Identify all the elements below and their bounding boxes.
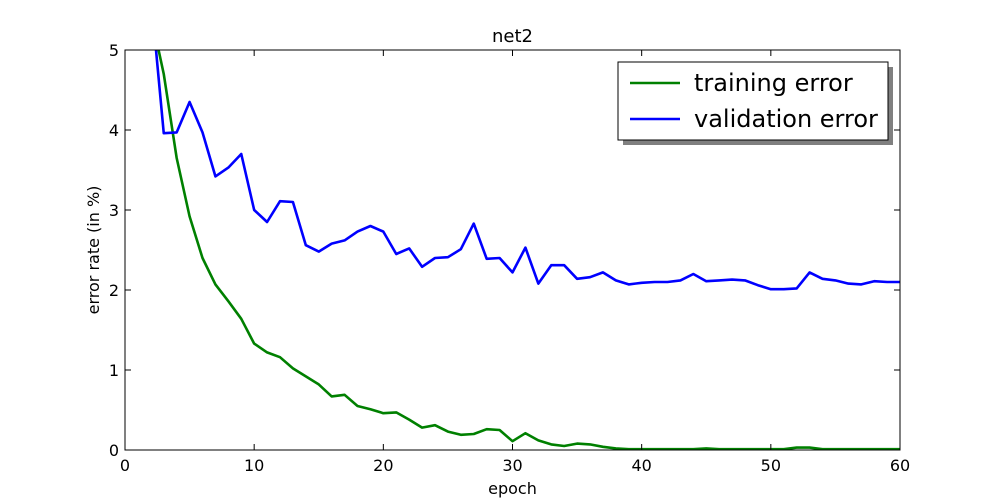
y-tick-label: 0 bbox=[109, 441, 119, 460]
x-axis-label: epoch bbox=[488, 479, 537, 498]
y-tick-label: 3 bbox=[109, 201, 119, 220]
y-tick-label: 5 bbox=[109, 41, 119, 60]
legend: training error validation error bbox=[617, 61, 893, 145]
x-axis: 0 10 20 30 40 50 60 bbox=[120, 50, 910, 475]
x-tick-label: 20 bbox=[373, 456, 393, 475]
y-tick-label: 1 bbox=[109, 361, 119, 380]
x-tick-label: 60 bbox=[890, 456, 910, 475]
x-tick-label: 50 bbox=[761, 456, 781, 475]
y-axis: 0 1 2 3 4 5 bbox=[109, 41, 900, 460]
y-axis-label: error rate (in %) bbox=[84, 186, 103, 315]
x-tick-label: 30 bbox=[502, 456, 522, 475]
series-line-training-error bbox=[157, 50, 900, 450]
legend-label-validation-error: validation error bbox=[694, 105, 878, 133]
x-tick-label: 10 bbox=[244, 456, 264, 475]
chart-title: net2 bbox=[492, 26, 533, 47]
x-tick-label: 40 bbox=[631, 456, 651, 475]
x-tick-label: 0 bbox=[120, 456, 130, 475]
y-tick-label: 4 bbox=[109, 121, 119, 140]
legend-label-training-error: training error bbox=[694, 69, 853, 97]
y-tick-label: 2 bbox=[109, 281, 119, 300]
legend-box bbox=[617, 61, 889, 141]
series-line-validation-error bbox=[154, 50, 900, 291]
